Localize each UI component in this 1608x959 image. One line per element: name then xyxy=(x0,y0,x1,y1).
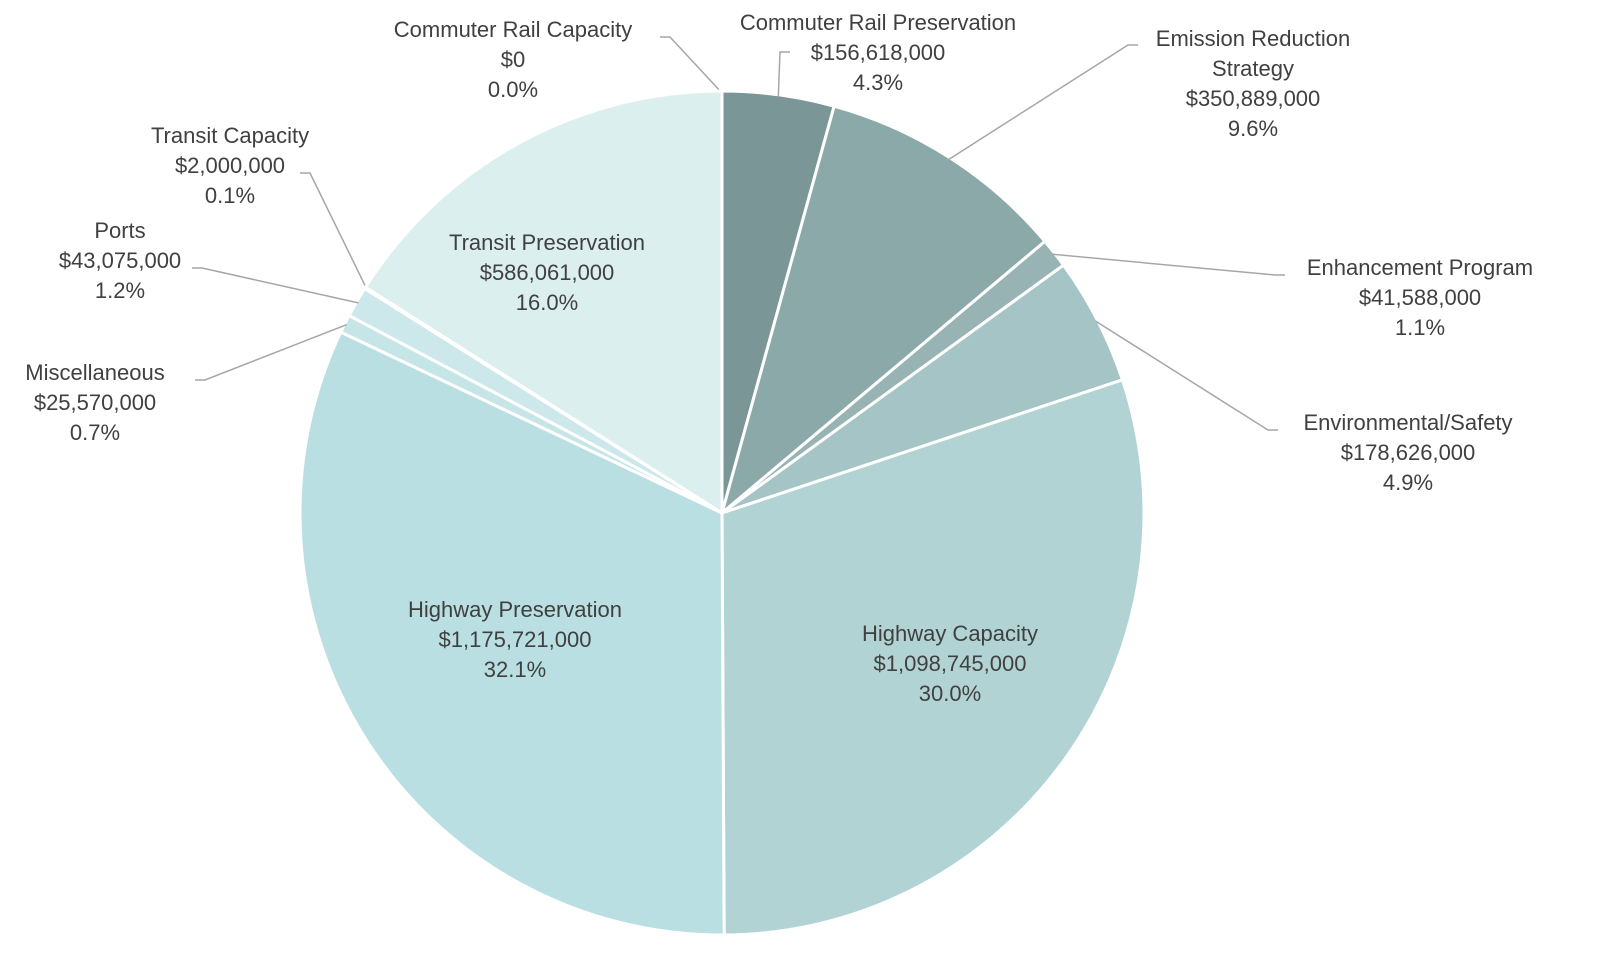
data-label: Miscellaneous $25,570,000 0.7% xyxy=(0,358,190,448)
leader-line xyxy=(300,172,368,290)
pie-slice xyxy=(720,104,1047,515)
label-percent: 1.1% xyxy=(1394,315,1446,340)
data-label: Highway Capacity $1,098,745,000 30.0% xyxy=(820,619,1080,709)
pie-slice xyxy=(363,89,724,515)
data-label: Environmental/Safety $178,626,000 4.9% xyxy=(1273,408,1543,498)
label-category: Commuter Rail Capacity xyxy=(393,17,633,42)
label-value: $2,000,000 xyxy=(174,153,286,178)
label-category: Transit Capacity xyxy=(150,123,310,148)
data-label: Transit Capacity $2,000,000 0.1% xyxy=(130,121,330,211)
label-percent: 9.6% xyxy=(1227,116,1279,141)
label-percent: 4.3% xyxy=(852,70,904,95)
label-category: Enhancement Program xyxy=(1306,255,1534,280)
label-category: Highway Preservation xyxy=(408,597,622,622)
label-value: $156,618,000 xyxy=(810,40,946,65)
data-label: Commuter Rail Preservation $156,618,000 4.… xyxy=(708,8,1048,98)
label-percent: 0.7% xyxy=(69,420,121,445)
label-percent: 1.2% xyxy=(94,278,146,303)
label-value: $43,075,000 xyxy=(58,248,182,273)
label-value: $25,570,000 xyxy=(33,390,157,415)
label-percent: 32.1% xyxy=(483,657,547,682)
leader-line xyxy=(948,44,1138,161)
label-category: Emission Reduction Strategy xyxy=(1155,26,1351,81)
data-label: Highway Preservation $1,175,721,000 32.1% xyxy=(375,595,655,685)
leader-line xyxy=(195,323,347,381)
label-value: $586,061,000 xyxy=(479,260,615,285)
pie-slice xyxy=(720,378,1146,937)
leader-line xyxy=(777,51,790,97)
label-category: Commuter Rail Preservation xyxy=(739,10,1017,35)
label-value: $1,098,745,000 xyxy=(873,651,1027,676)
label-category: Miscellaneous xyxy=(25,360,165,385)
data-label: Commuter Rail Capacity $0 0.0% xyxy=(363,15,663,105)
label-category: Highway Capacity xyxy=(861,621,1039,646)
data-label: Ports $43,075,000 1.2% xyxy=(40,216,200,306)
data-label: Enhancement Program $41,588,000 1.1% xyxy=(1275,253,1565,343)
label-percent: 0.0% xyxy=(487,77,539,102)
label-category: Ports xyxy=(94,218,146,243)
label-value: $0 xyxy=(500,47,526,72)
data-label: Emission Reduction Strategy $350,889,000 9… xyxy=(1128,24,1378,144)
label-value: $1,175,721,000 xyxy=(438,627,592,652)
data-label: Transit Preservation $586,061,000 16.0% xyxy=(417,228,677,318)
leader-line xyxy=(1095,320,1278,431)
leader-line xyxy=(192,267,359,304)
label-category: Transit Preservation xyxy=(448,230,646,255)
pie-slice xyxy=(298,330,726,937)
label-value: $350,889,000 xyxy=(1185,86,1321,111)
leader-line xyxy=(660,36,723,94)
label-percent: 0.1% xyxy=(204,183,256,208)
label-percent: 16.0% xyxy=(515,290,579,315)
label-percent: 30.0% xyxy=(918,681,982,706)
label-category: Environmental/Safety xyxy=(1303,410,1513,435)
label-percent: 4.9% xyxy=(1382,470,1434,495)
leader-line xyxy=(1052,253,1285,276)
label-value: $41,588,000 xyxy=(1358,285,1482,310)
label-value: $178,626,000 xyxy=(1340,440,1476,465)
